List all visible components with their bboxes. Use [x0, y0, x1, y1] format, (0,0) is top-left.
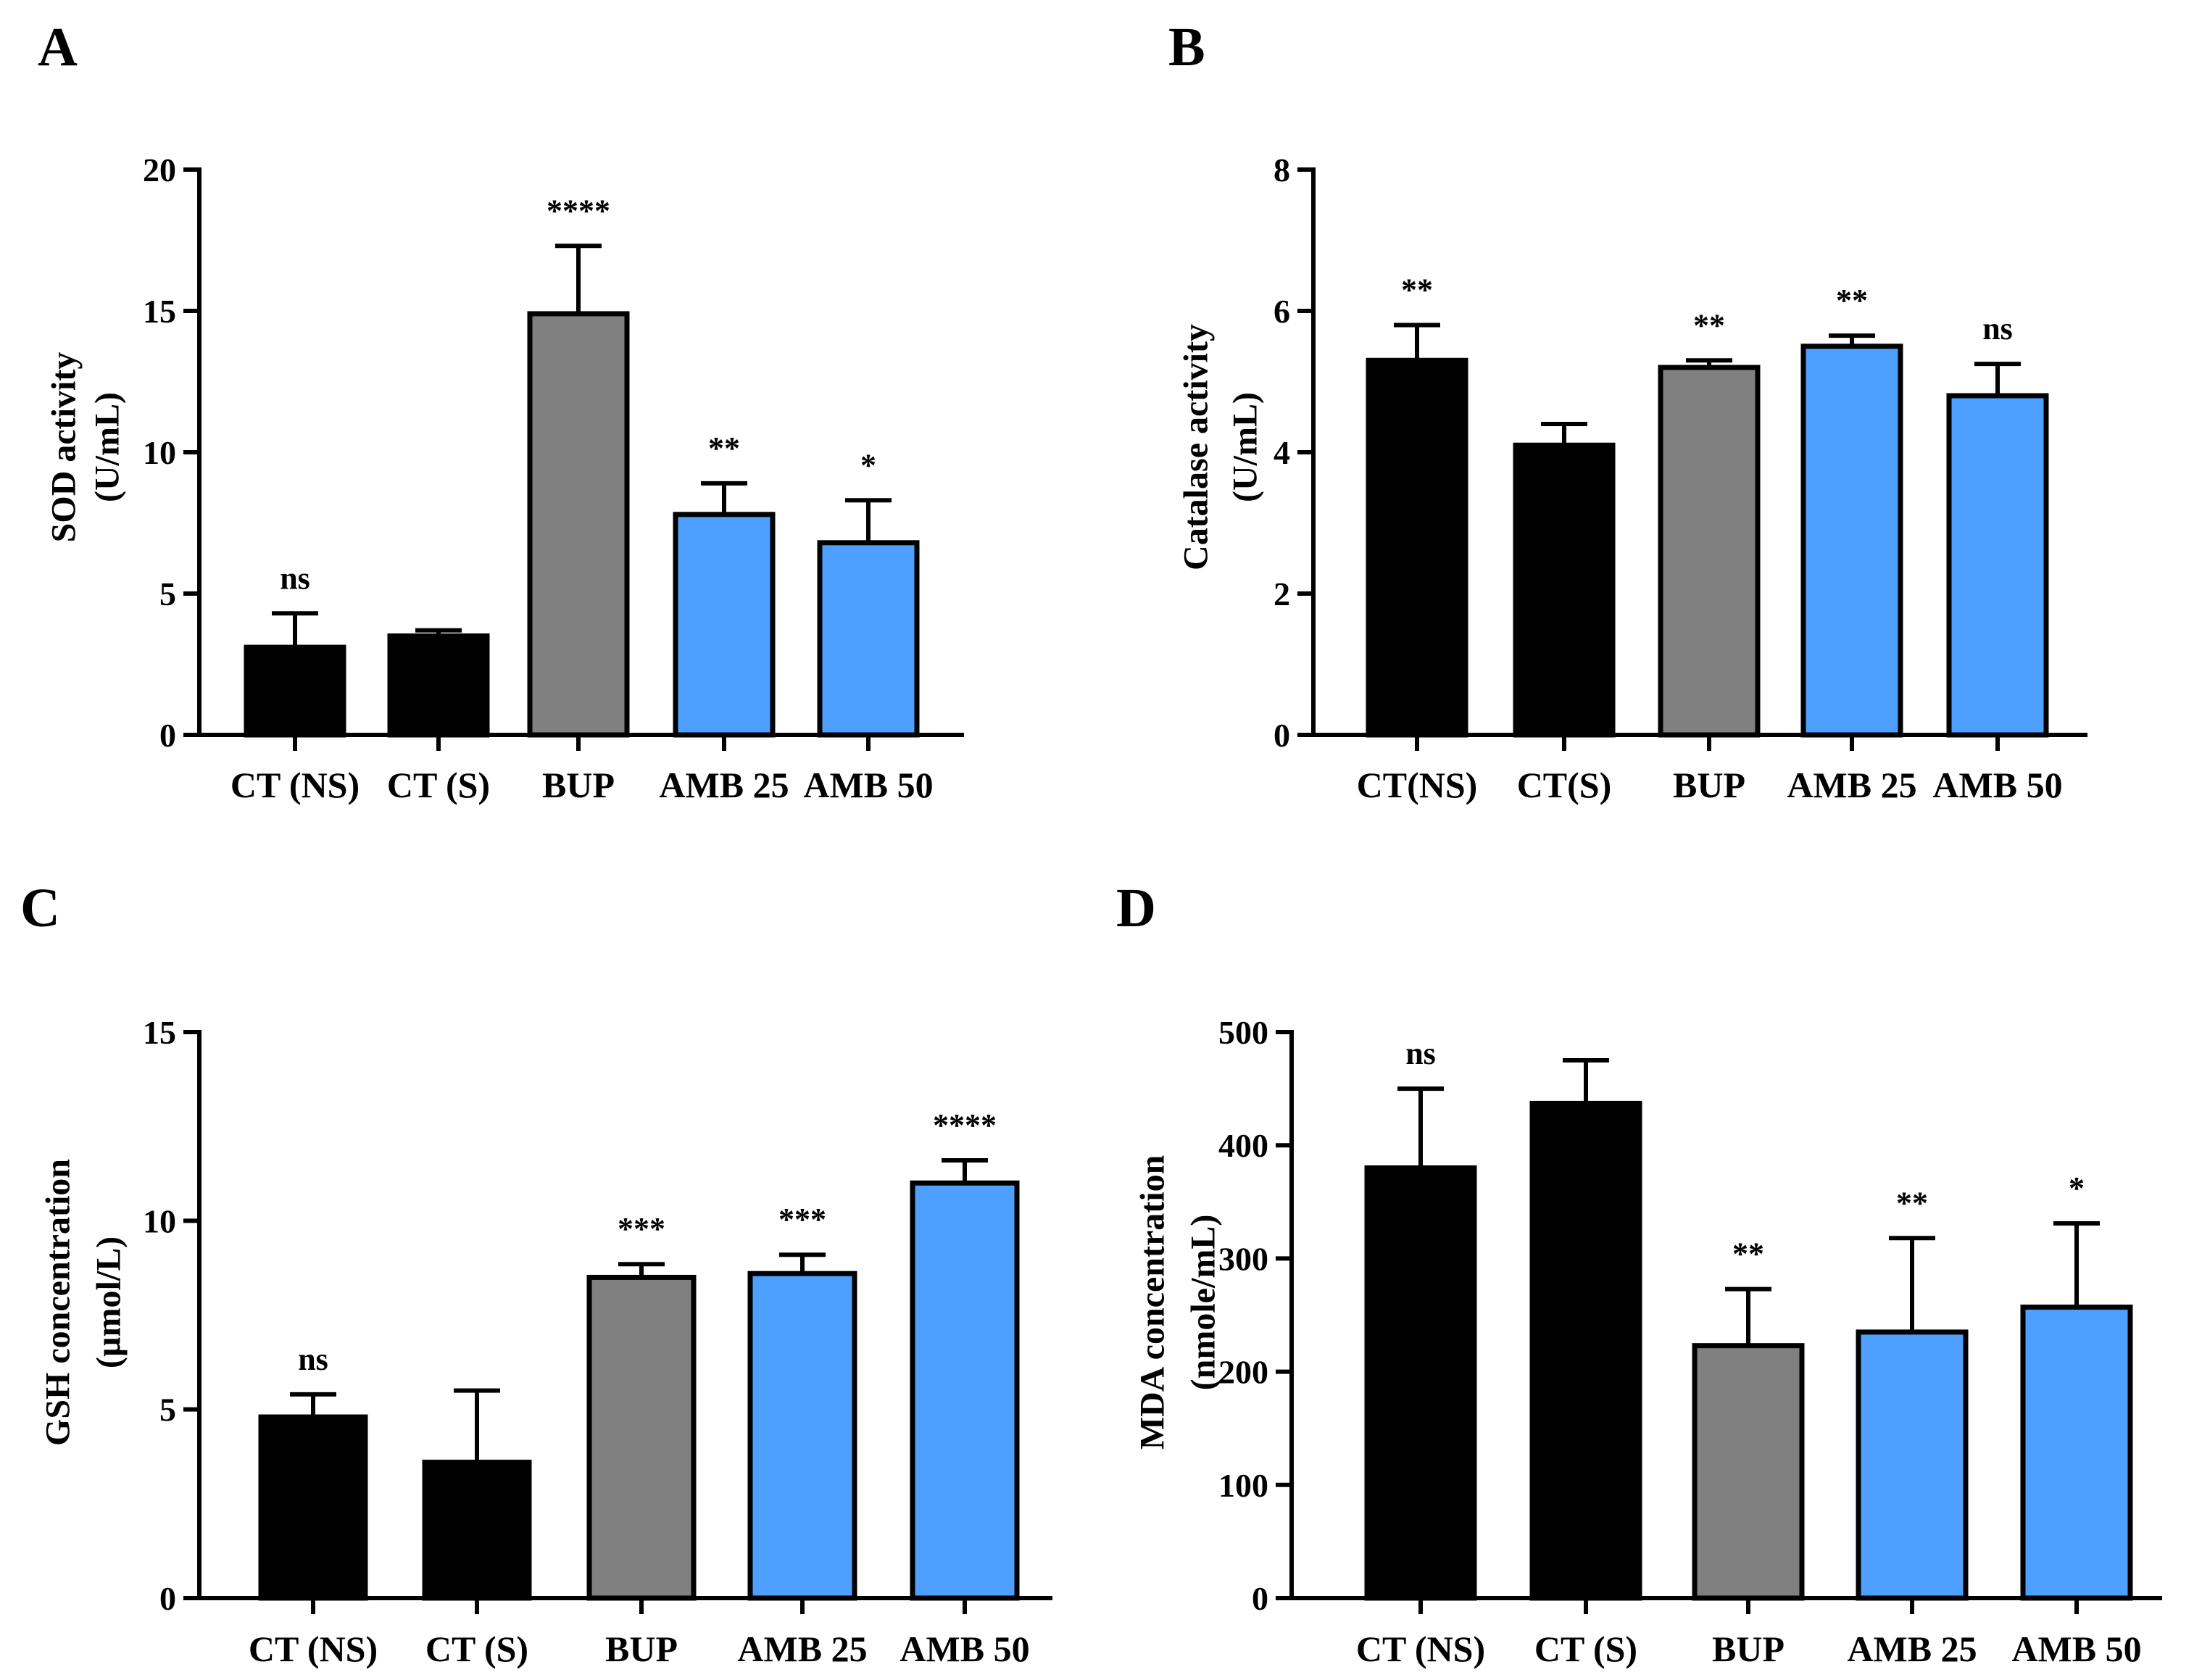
bar-ct-s: [1529, 1100, 1642, 1601]
y-axis-title: GSH concentration: [39, 1159, 78, 1446]
y-tick-label: 10: [143, 434, 176, 471]
category-label: AMB 25: [1787, 765, 1916, 805]
category-label: AMB 25: [1847, 1629, 1977, 1669]
y-tick-label: 0: [159, 1580, 176, 1617]
significance-label: ns: [298, 1342, 328, 1377]
y-tick-label: 15: [143, 1014, 176, 1051]
significance-label: **: [708, 431, 740, 466]
category-label: AMB 50: [803, 765, 933, 805]
category-label: BUP: [1712, 1629, 1785, 1669]
category-label: CT(NS): [1357, 765, 1478, 805]
category-label: CT (NS): [230, 765, 360, 805]
y-tick-label: 2: [1274, 575, 1290, 612]
category-label: AMB 25: [659, 765, 789, 805]
bar-ct-ns: [244, 644, 346, 738]
y-tick-label: 0: [159, 717, 176, 754]
y-axis-title: MDA concentration: [1134, 1155, 1172, 1450]
bar-ct-ns: [258, 1414, 368, 1601]
y-tick-label: 0: [1252, 1580, 1268, 1617]
category-label: AMB 50: [1932, 765, 2062, 805]
category-label: BUP: [605, 1629, 678, 1669]
significance-label: ****: [547, 193, 610, 228]
significance-label: **: [1732, 1236, 1764, 1272]
bar-ct-ns: [1366, 357, 1468, 738]
y-axis-unit: (U/mL): [88, 392, 127, 502]
significance-label: *: [2069, 1170, 2085, 1206]
y-tick-label: 200: [1218, 1354, 1268, 1391]
y-tick-label: 0: [1274, 717, 1290, 754]
panel-label: D: [1116, 878, 1156, 939]
bar-amb-25: [1800, 344, 1903, 738]
y-tick-label: 20: [143, 151, 176, 188]
significance-label: **: [1401, 273, 1433, 308]
panel-a: A CT (NS) ns CT (S) BUP **** AMB 25 ** AMB 50 * 0 5…: [38, 17, 964, 805]
bar-ct-ns: [1364, 1165, 1477, 1601]
significance-label: ***: [618, 1211, 665, 1247]
y-tick-label: 400: [1218, 1127, 1268, 1164]
category-label: AMB 25: [737, 1629, 867, 1669]
y-tick-label: 8: [1274, 151, 1290, 188]
category-label: BUP: [1673, 765, 1745, 805]
bar-bup: [586, 1274, 697, 1601]
bar-amb-50: [817, 540, 920, 738]
category-label: CT (S): [1534, 1629, 1637, 1669]
bar-bup: [1658, 365, 1761, 738]
y-axis-unit: (µmol/L): [90, 1236, 128, 1368]
y-tick-label: 4: [1274, 434, 1290, 471]
bar-ct-s: [1513, 442, 1616, 738]
category-label: CT (NS): [249, 1629, 378, 1669]
y-tick-label: 300: [1218, 1240, 1268, 1277]
panel-label: B: [1168, 17, 1205, 78]
bar-amb-25: [747, 1271, 857, 1601]
significance-label: **: [1896, 1185, 1928, 1221]
bar-ct-s: [422, 1460, 532, 1601]
significance-label: ns: [280, 560, 310, 596]
y-tick-label: 5: [159, 1392, 176, 1429]
panel-label: C: [20, 878, 60, 939]
category-label: CT(S): [1517, 765, 1612, 805]
significance-label: ns: [1982, 311, 2013, 346]
category-label: AMB 50: [2011, 1629, 2141, 1669]
bar-amb-25: [1856, 1329, 1969, 1601]
bar-bup: [1692, 1343, 1805, 1601]
y-tick-label: 6: [1274, 293, 1290, 330]
panel-b: B CT(NS) ** CT(S) BUP ** AMB 25 ** AMB 50 ns 0 2 4 6 8…: [1168, 17, 2087, 805]
category-label: AMB 50: [900, 1629, 1029, 1669]
y-axis-unit: (nmole/mL): [1184, 1215, 1223, 1391]
bar-amb-50: [910, 1180, 1020, 1601]
significance-label: ns: [1405, 1036, 1436, 1071]
y-tick-label: 100: [1218, 1467, 1268, 1504]
panel-label: A: [38, 17, 78, 78]
panel-d: D CT (NS) ns CT (S) BUP ** AMB 25 ** AMB 50 * 0 100…: [1116, 878, 2162, 1669]
bar-amb-50: [2020, 1305, 2133, 1601]
bar-bup: [527, 311, 630, 738]
y-axis-title: SOD activity: [45, 352, 83, 543]
bar-amb-25: [673, 512, 776, 738]
significance-label: **: [1836, 283, 1868, 318]
category-label: CT (S): [387, 765, 490, 805]
significance-label: ***: [778, 1202, 826, 1237]
y-tick-label: 5: [159, 575, 176, 612]
panel-c: C CT (NS) ns CT (S) BUP *** AMB 25 *** AMB 50 ***…: [20, 878, 1052, 1669]
y-tick-label: 10: [143, 1202, 176, 1239]
category-label: BUP: [542, 765, 615, 805]
category-label: CT (NS): [1356, 1629, 1485, 1669]
y-axis-title: Catalase activity: [1177, 324, 1216, 570]
significance-label: ****: [933, 1107, 997, 1143]
bar-amb-50: [1946, 393, 2049, 738]
significance-label: *: [860, 447, 876, 483]
y-tick-label: 500: [1218, 1014, 1268, 1051]
category-label: CT (S): [425, 1629, 528, 1669]
bar-ct-s: [387, 633, 490, 738]
y-tick-label: 15: [143, 293, 176, 330]
y-axis-unit: (U/mL): [1226, 392, 1265, 502]
significance-label: **: [1693, 307, 1725, 343]
